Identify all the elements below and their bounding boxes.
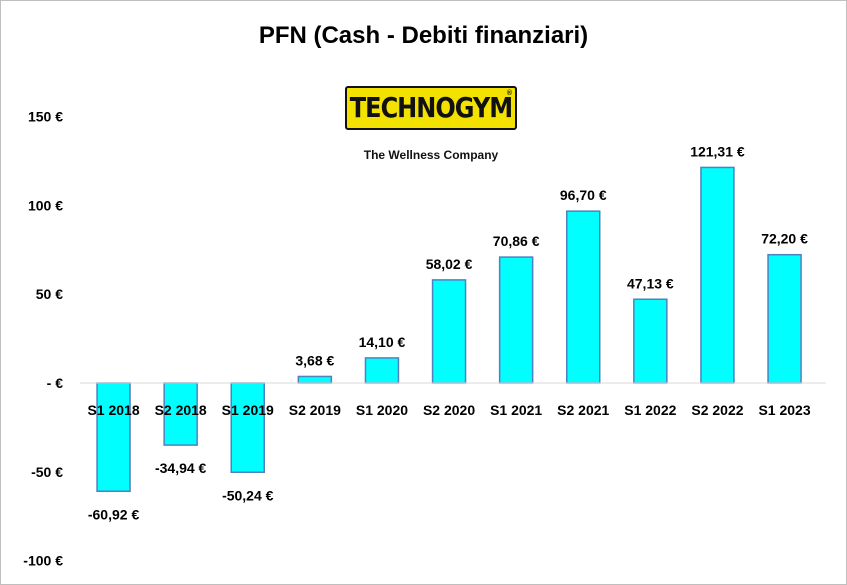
- x-tick-label: S1 2020: [356, 402, 408, 418]
- bar: [230, 382, 265, 474]
- bar: [498, 256, 534, 384]
- data-label: 3,68 €: [295, 352, 334, 368]
- x-tick-label: S1 2023: [758, 402, 810, 418]
- data-label: 70,86 €: [493, 233, 540, 249]
- logo-badge: TECHNOGYM ®: [345, 86, 517, 130]
- x-tick-label: S2 2019: [289, 402, 341, 418]
- bar: [364, 357, 400, 384]
- y-tick-label: 100 €: [28, 197, 63, 213]
- bar: [96, 382, 131, 493]
- bars: [96, 166, 802, 493]
- bar: [297, 375, 333, 384]
- bar: [431, 279, 467, 384]
- chart-title: PFN (Cash - Debiti finanziari): [258, 22, 589, 49]
- technogym-logo: TECHNOGYM ® The Wellness Company: [345, 86, 517, 162]
- data-label: 14,10 €: [359, 334, 406, 350]
- bar: [163, 382, 198, 446]
- bar: [767, 253, 802, 384]
- y-tick-label: 150 €: [28, 108, 63, 124]
- data-label: 96,70 €: [560, 187, 607, 203]
- y-tick-label: -100 €: [23, 553, 63, 569]
- data-label: 72,20 €: [761, 231, 808, 247]
- x-tick-label: S2 2021: [557, 402, 609, 418]
- data-label: -34,94 €: [155, 460, 207, 476]
- bar: [566, 210, 601, 384]
- logo-tagline: The Wellness Company: [363, 148, 499, 162]
- x-tick-label: S1 2021: [490, 402, 542, 418]
- logo-registered-mark: ®: [506, 90, 512, 97]
- data-label: -60,92 €: [88, 506, 140, 522]
- y-axis-ticks: 150 € 100 € 50 € - € -50 € -100 €: [23, 108, 63, 568]
- data-labels: -60,92 € -34,94 € -50,24 € 3,68 € 14,10 € 58,…: [88, 143, 808, 522]
- bar: [633, 298, 668, 384]
- y-tick-label: - €: [47, 375, 64, 391]
- x-tick-label: S1 2018: [87, 402, 139, 418]
- y-tick-label: 50 €: [36, 286, 63, 302]
- x-tick-label: S2 2020: [423, 402, 475, 418]
- data-label: 121,31 €: [690, 143, 745, 159]
- x-tick-label: S1 2022: [624, 402, 676, 418]
- x-axis-labels: S1 2018 S2 2018 S1 2019 S2 2019 S1 2020 S2 20…: [87, 402, 810, 418]
- logo-brand-text: TECHNOGYM: [349, 91, 513, 125]
- bar: [700, 166, 735, 384]
- y-tick-label: -50 €: [31, 464, 63, 480]
- data-label: 47,13 €: [627, 275, 674, 291]
- x-tick-label: S2 2022: [691, 402, 743, 418]
- x-tick-label: S2 2018: [155, 402, 207, 418]
- data-label: 58,02 €: [426, 256, 473, 272]
- x-tick-label: S1 2019: [222, 402, 274, 418]
- data-label: -50,24 €: [222, 487, 274, 503]
